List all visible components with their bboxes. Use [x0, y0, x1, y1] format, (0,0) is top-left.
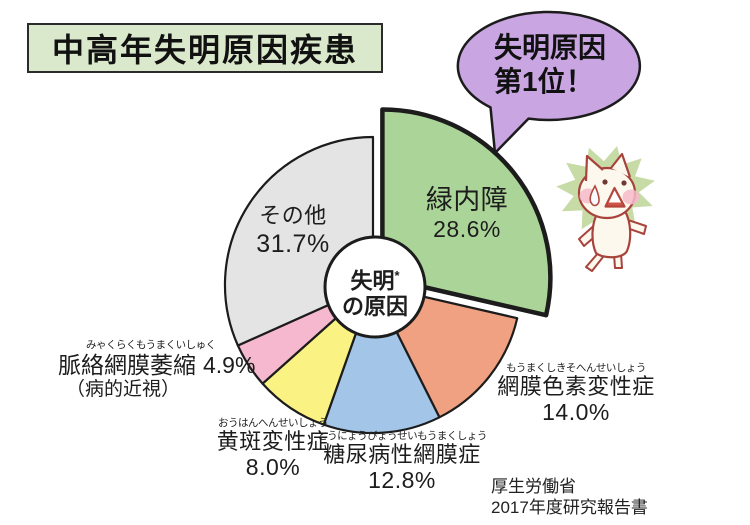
label-glaucoma: 緑内障 28.6% [398, 185, 536, 242]
source-citation: 厚生労働省 2017年度研究報告書 [491, 477, 648, 518]
center-label-asterisk: * [394, 268, 400, 283]
speech-bubble-line2: 第1位！ [494, 66, 594, 97]
cat-right-cheek [622, 189, 640, 205]
cat-left-ear [584, 154, 604, 182]
label-md-name: 黄斑変性症 [216, 428, 330, 454]
label-ca-note: （病的近視） [66, 378, 181, 400]
cat-mouth-outline [604, 186, 626, 208]
label-macular-degeneration: おうはんへんせいしょう 黄斑変性症 8.0% [199, 417, 347, 481]
crying-cat-illustration [556, 146, 655, 272]
cat-tongue [606, 202, 624, 206]
source-line1: 厚生労働省 [491, 477, 576, 496]
label-ca-percent: 4.9% [203, 351, 256, 378]
label-others-percent: 31.7% [256, 230, 330, 258]
label-retinitis-pigmentosa: もうまくしきそへんせいしょう 網膜色素変性症 14.0% [487, 362, 665, 426]
cat-body [591, 209, 632, 259]
label-dr-percent: 12.8% [368, 467, 436, 494]
cat-left-eye [602, 179, 608, 185]
pie-center-label: 失明* の原因 [312, 263, 438, 320]
pie-slice-glaucoma [380, 107, 553, 318]
label-others-name: その他 [259, 203, 327, 228]
label-dr-furigana: とうにょうびょうせいもうまくしょう [317, 430, 487, 442]
tear-icon [589, 184, 600, 207]
label-chorioretinal-atrophy: みゃくらくもうまくいしゅく 脈絡網膜萎縮 4.9% （病的近視） [58, 339, 258, 402]
label-ca-furigana: みゃくらくもうまくいしゅく [86, 339, 216, 351]
label-glaucoma-name: 緑内障 [425, 185, 509, 215]
label-md-percent: 8.0% [245, 454, 301, 481]
label-dr-name: 糖尿病性網膜症 [323, 441, 481, 467]
label-others: その他 31.7% [230, 203, 356, 259]
speech-bubble-line1: 失明原因 [494, 32, 607, 63]
center-label-line2: の原因 [341, 294, 408, 320]
pie-center-circle [323, 235, 427, 339]
label-rp-name: 網膜色素変性症 [497, 373, 655, 399]
cat-right-eye [621, 180, 627, 186]
speech-bubble [456, 10, 642, 155]
label-rp-percent: 14.0% [542, 399, 610, 426]
label-ca-name: 脈絡網膜萎縮 [58, 351, 196, 378]
label-md-furigana: おうはんへんせいしょう [218, 417, 329, 429]
page-title-text: 中高年失明原因疾患 [51, 32, 358, 68]
page-title: 中高年失明原因疾患 [27, 23, 383, 73]
cat-right-ear [610, 152, 632, 178]
label-rp-furigana: もうまくしきそへんせいしょう [506, 362, 646, 374]
label-diabetic-retinopathy: とうにょうびょうせいもうまくしょう 糖尿病性網膜症 12.8% [311, 430, 493, 494]
cat-mouth [605, 188, 625, 207]
speech-bubble-text: 失明原因 第1位！ [494, 31, 644, 99]
label-glaucoma-percent: 28.6% [433, 216, 501, 242]
source-line2: 2017年度研究報告書 [491, 497, 648, 517]
center-label-line1: 失明 [350, 268, 395, 294]
pie-slice-diabetic-retinopathy [322, 283, 441, 435]
